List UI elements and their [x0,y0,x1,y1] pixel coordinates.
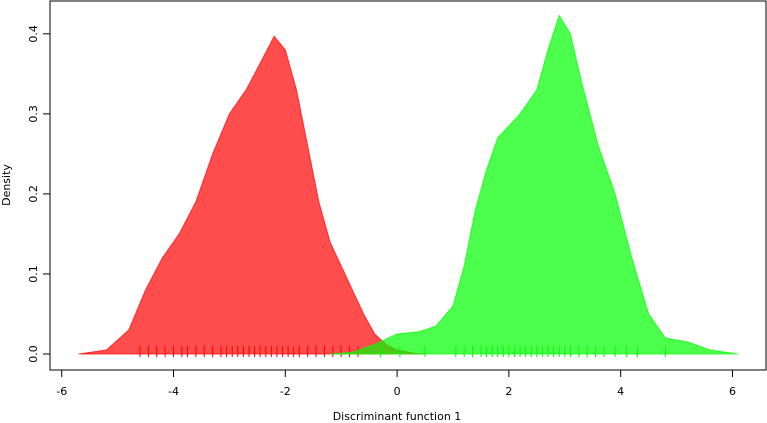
density-area [329,14,739,355]
x-tick-label: -2 [280,385,291,398]
x-tick-label: 0 [394,385,401,398]
y-axis-label: Density [0,164,13,206]
density-area [78,35,426,355]
x-axis-label: Discriminant function 1 [333,410,462,423]
y-tick-label: 0.1 [27,265,40,283]
x-tick-label: 6 [729,385,736,398]
y-tick-label: 0.3 [27,105,40,123]
y-tick-label: 0.2 [27,185,40,203]
y-tick-label: 0.0 [27,345,40,363]
y-tick-label: 0.4 [27,25,40,43]
x-tick-label: 2 [505,385,512,398]
x-tick-label: 4 [617,385,624,398]
x-tick-label: -4 [168,385,179,398]
x-tick-label: -6 [56,385,67,398]
